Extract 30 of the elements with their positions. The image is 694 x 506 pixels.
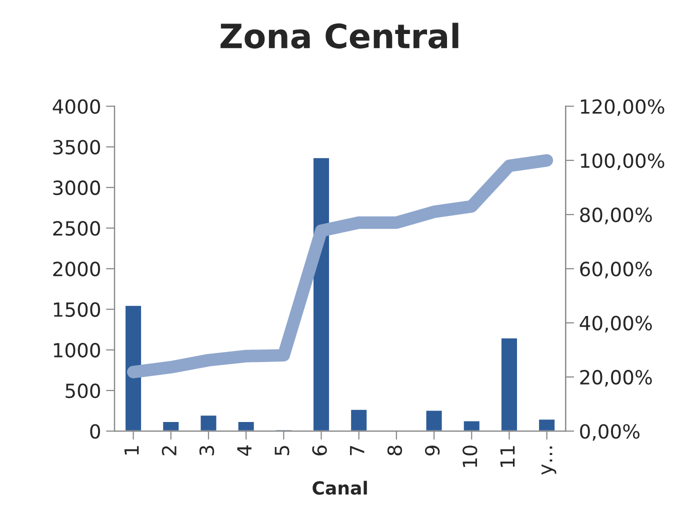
y-tick-label: 3500 (53, 140, 100, 155)
x-tick-label: 7 (350, 446, 364, 456)
x-tick-label: 3 (199, 446, 214, 456)
y-tick-label: 4000 (52, 99, 100, 114)
x-tick-label: 4 (237, 445, 252, 456)
y-tick-label: 1000 (54, 342, 100, 358)
x-tick-label: 9 (424, 446, 440, 456)
y-tick-label: 2500 (53, 221, 100, 236)
y-tick-label: 0 (90, 424, 100, 439)
x-tick-label: 6 (312, 446, 327, 456)
y2-tick-label: 60,00% (580, 262, 652, 278)
y2-tick-label: 0,00% (580, 424, 640, 441)
y-tick-label: 2000 (53, 262, 100, 276)
x-tick-label: 8 (387, 446, 402, 456)
x-tick-label: 2 (162, 446, 176, 456)
x-tick-label: 10 (462, 446, 478, 467)
y2-tick-label: 80,00% (580, 208, 652, 224)
y-tick-label: 3000 (53, 180, 100, 196)
x-tick-label: 1 (124, 446, 139, 455)
y-tick-label: 500 (66, 383, 100, 398)
x-axis-title: Canal (312, 480, 367, 495)
y2-tick-label: 20,00% (580, 370, 652, 387)
chart-title: Zona Central (220, 22, 458, 49)
x-tick-label: 11 (500, 446, 515, 467)
y-tick-label: 1500 (54, 302, 100, 317)
y2-tick-label: 100,00% (580, 153, 664, 170)
y2-tick-label: 120,00% (580, 99, 664, 116)
y2-tick-label: 40,00% (580, 316, 652, 332)
x-tick-label: y… (542, 446, 556, 475)
x-tick-label: 5 (274, 446, 290, 456)
